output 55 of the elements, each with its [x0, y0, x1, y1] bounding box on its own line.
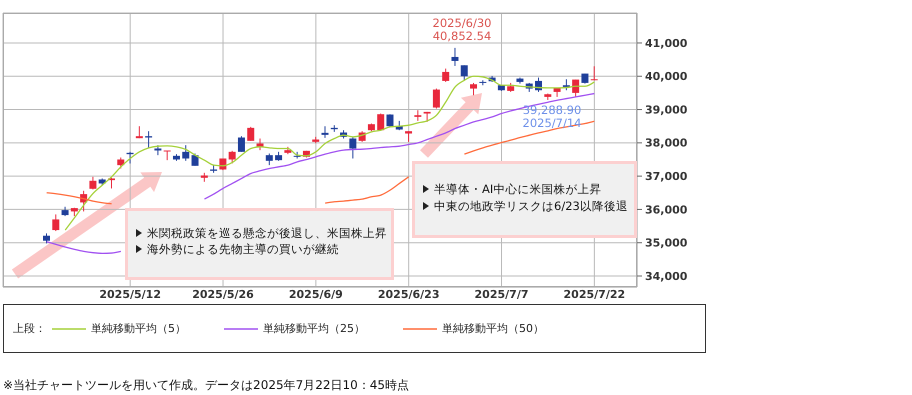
candlestick	[238, 136, 245, 152]
candlestick	[562, 78, 570, 91]
annotation: 海外勢による先物主導の買いが継続	[147, 242, 339, 256]
annotation: 半導体・AI中心に米国株が上昇	[434, 182, 602, 196]
candlestick	[451, 47, 458, 66]
candlestick	[62, 206, 69, 217]
candlestick	[145, 130, 152, 149]
x-tick-label: 2025/7/22	[564, 288, 626, 301]
legend-label: 単純移動平均（5）	[91, 321, 186, 336]
legend-label: 単純移動平均（50）	[442, 321, 544, 336]
y-tick-label: 34,000	[645, 270, 688, 283]
x-tick-label: 2025/7/7	[474, 288, 529, 301]
candlestick	[414, 110, 422, 122]
x-tick-label: 2025/5/26	[192, 288, 254, 301]
annotation: 中東の地政学リスクは6/23以降後退	[434, 199, 628, 213]
candlestick	[470, 82, 478, 96]
y-tick-label: 38,000	[645, 136, 688, 150]
y-tick-label: 41,000	[645, 36, 688, 50]
legend-label: 単純移動平均（25）	[263, 321, 365, 336]
legend-title: 上段：	[13, 321, 46, 336]
candlestick	[43, 232, 50, 244]
text: ※当社チャートツールを用いて作成。データは2025年7月22日10：45時点	[3, 377, 410, 394]
y-tick-label: 36,000	[645, 203, 688, 216]
candlestick	[52, 214, 60, 232]
y-tick-label: 40,000	[645, 70, 688, 84]
candlestick	[182, 144, 190, 162]
annotation: 米関税政策を巡る懸念が後退し、米国株上昇	[147, 226, 387, 240]
x-tick-label: 2025/5/12	[99, 288, 162, 301]
candlestick	[247, 126, 254, 142]
candlestick	[322, 126, 328, 138]
candlestick	[432, 88, 440, 110]
candlestick	[349, 137, 356, 159]
candlestick	[386, 114, 394, 128]
annotation: 2025/7/14	[522, 116, 582, 130]
y-tick-label: 39,000	[645, 103, 688, 116]
y-tick-label: 37,000	[645, 170, 688, 184]
candlestick	[266, 152, 273, 166]
annotation: 40,852.54	[432, 29, 492, 43]
candlestick	[192, 152, 199, 166]
candlestick	[572, 79, 580, 98]
candlestick	[442, 68, 450, 82]
candlestick	[590, 66, 598, 81]
annotation: 2025/6/30	[432, 16, 492, 30]
candlestick	[228, 150, 236, 164]
x-tick-label: 2025/6/23	[378, 288, 440, 301]
candlestick	[164, 150, 171, 161]
candlestick	[581, 73, 588, 84]
x-tick-label: 2025/6/9	[288, 288, 343, 301]
candlestick	[377, 113, 384, 132]
candlestick	[154, 144, 162, 156]
candlestick	[89, 176, 96, 190]
y-tick-label: 35,000	[645, 236, 688, 250]
candlestick	[405, 130, 412, 142]
annotation: 39,288.90	[522, 103, 582, 117]
candlestick	[460, 64, 468, 81]
